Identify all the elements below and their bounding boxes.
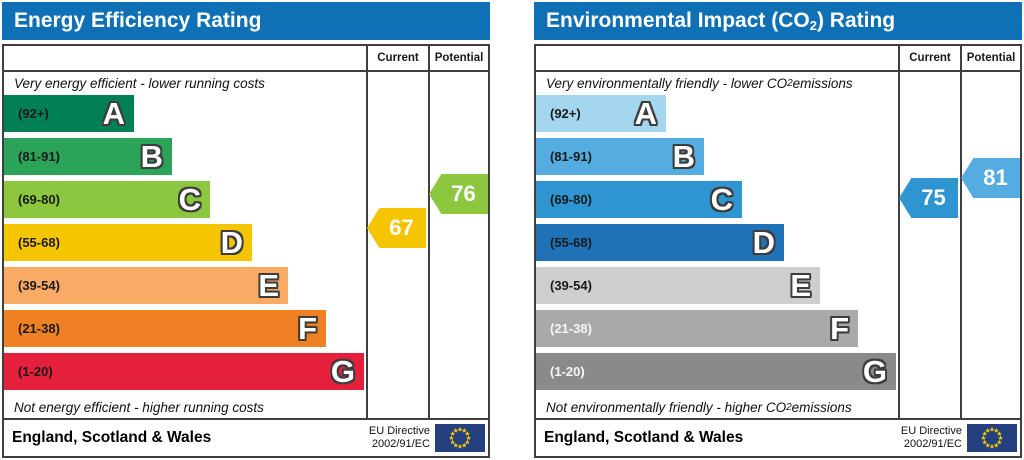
band-g: (1-20) G <box>4 353 364 390</box>
band-a: (92+) A <box>536 95 666 132</box>
current-rating-arrow: 67 <box>367 208 426 248</box>
current-rating-value: 67 <box>389 215 414 240</box>
chart-title-subscript: 2 <box>809 18 817 33</box>
bottom-caption-sub: 2 <box>786 401 792 413</box>
current-rating-value: 75 <box>921 185 946 210</box>
band-d-letter: D <box>220 225 243 260</box>
top-caption: Very environmentally friendly - lower CO… <box>536 72 1020 95</box>
potential-column-divider <box>428 72 430 418</box>
eu-flag-icon <box>435 424 485 452</box>
top-caption-text-end: emissions <box>792 76 853 91</box>
bottom-caption: Not environmentally friendly - higher CO… <box>536 396 1020 418</box>
potential-rating-value: 76 <box>451 181 476 206</box>
top-caption-text: Very environmentally friendly - lower CO <box>546 76 788 91</box>
region-label: England, Scotland & Wales <box>12 429 212 446</box>
band-f: (21-38) F <box>4 310 326 347</box>
band-c-letter: C <box>178 182 201 217</box>
potential-column-header: Potential <box>428 46 488 70</box>
top-caption: Very energy efficient - lower running co… <box>4 72 488 95</box>
band-d: (55-68) D <box>536 224 784 261</box>
band-e: (39-54) E <box>536 267 820 304</box>
eu-directive-line2: 2002/91/EC <box>903 438 962 450</box>
potential-rating-value: 81 <box>983 165 1008 190</box>
band-g: (1-20) G <box>536 353 896 390</box>
band-a-range: (92+) <box>18 106 49 121</box>
eu-flag-icon <box>967 424 1017 452</box>
current-column-header: Current <box>898 46 960 70</box>
chart-title-text: Energy Efficiency Rating <box>14 9 262 32</box>
band-d-letter: D <box>752 225 775 260</box>
region-label: England, Scotland & Wales <box>544 429 744 446</box>
band-d-range: (55-68) <box>550 235 592 250</box>
band-e: (39-54) E <box>4 267 288 304</box>
potential-rating-arrow: 81 <box>961 158 1020 198</box>
bottom-caption-text: Not environmentally friendly - higher CO <box>546 399 787 415</box>
band-f-range: (21-38) <box>18 321 60 336</box>
header-row: Current Potential <box>4 46 488 72</box>
band-c: (69-80) C <box>536 181 742 218</box>
top-caption-sub: 2 <box>787 78 793 89</box>
band-a-letter: A <box>102 96 125 131</box>
band-b-range: (81-91) <box>550 149 592 164</box>
band-c-range: (69-80) <box>18 192 60 207</box>
potential-column-divider <box>960 72 962 418</box>
environmental-impact-chart: Environmental Impact (CO 2) Rating Curren… <box>534 2 1022 458</box>
band-g-letter: G <box>330 354 355 389</box>
chart-title-text: Environmental Impact (CO <box>546 9 810 32</box>
current-rating-arrow: 75 <box>899 178 958 218</box>
chart-title-text-end: ) Rating <box>816 9 896 32</box>
eu-directive-line2: 2002/91/EC <box>371 438 430 450</box>
bottom-caption-text: Not energy efficient - higher running co… <box>14 399 264 415</box>
band-d: (55-68) D <box>4 224 252 261</box>
band-c-letter: C <box>710 182 733 217</box>
bands-area: Very environmentally friendly - lower CO… <box>536 72 1020 418</box>
energy-efficiency-chart: Energy Efficiency Rating Current Potenti… <box>2 2 490 458</box>
band-a: (92+) A <box>4 95 134 132</box>
band-b-range: (81-91) <box>18 149 60 164</box>
current-column-divider <box>898 72 900 418</box>
band-f: (21-38) F <box>536 310 858 347</box>
eu-directive-line1: EU Directive <box>368 424 430 437</box>
band-d-range: (55-68) <box>18 235 60 250</box>
band-a-letter: A <box>634 96 657 131</box>
eu-directive-line1: EU Directive <box>900 424 962 437</box>
band-a-range: (92+) <box>550 106 581 121</box>
eu-directive-label: EU Directive 2002/91/EC <box>901 425 962 451</box>
band-g-range: (1-20) <box>18 364 53 379</box>
band-c-range: (69-80) <box>550 192 592 207</box>
chart-title: Energy Efficiency Rating <box>2 2 490 40</box>
potential-rating-arrow: 76 <box>429 174 488 214</box>
current-column-divider <box>366 72 368 418</box>
header-row: Current Potential <box>536 46 1020 72</box>
bands-area: Very energy efficient - lower running co… <box>4 72 488 418</box>
band-e-range: (39-54) <box>18 278 60 293</box>
chart-title: Environmental Impact (CO 2) Rating <box>534 2 1022 40</box>
top-caption-text: Very energy efficient - lower running co… <box>14 76 265 91</box>
rating-table: Current Potential Very environmentally f… <box>534 44 1022 458</box>
current-column-header: Current <box>366 46 428 70</box>
eu-directive-label: EU Directive 2002/91/EC <box>369 425 430 451</box>
band-f-range: (21-38) <box>550 321 592 336</box>
band-f-letter: F <box>830 311 849 346</box>
band-e-range: (39-54) <box>550 278 592 293</box>
band-g-letter: G <box>862 354 887 389</box>
band-f-letter: F <box>298 311 317 346</box>
band-b-letter: B <box>140 139 163 174</box>
chart-footer: England, Scotland & Wales EU Directive 2… <box>4 418 488 456</box>
rating-table: Current Potential Very energy efficient … <box>2 44 490 458</box>
band-b-letter: B <box>672 139 695 174</box>
band-b: (81-91) B <box>536 138 704 175</box>
band-c: (69-80) C <box>4 181 210 218</box>
bottom-caption-text-end: emissions <box>791 399 852 415</box>
band-e-letter: E <box>258 268 279 303</box>
bottom-caption: Not energy efficient - higher running co… <box>4 396 488 418</box>
band-g-range: (1-20) <box>550 364 585 379</box>
chart-footer: England, Scotland & Wales EU Directive 2… <box>536 418 1020 456</box>
band-b: (81-91) B <box>4 138 172 175</box>
band-e-letter: E <box>790 268 811 303</box>
potential-column-header: Potential <box>960 46 1020 70</box>
